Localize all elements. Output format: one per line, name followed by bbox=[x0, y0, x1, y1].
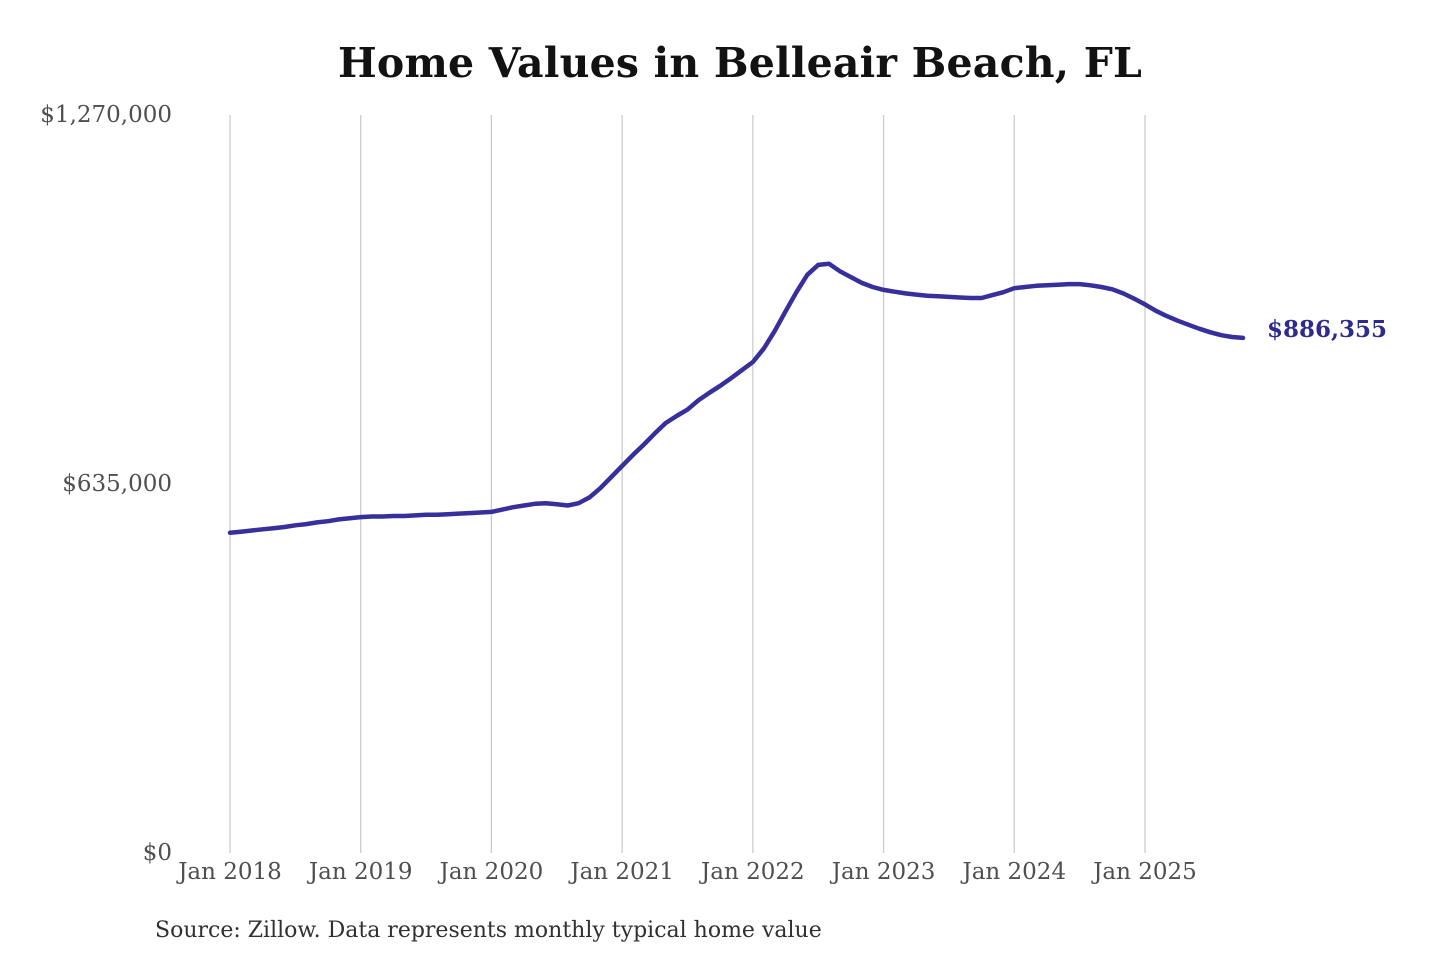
y-axis-tick-label: $635,000 bbox=[62, 471, 172, 497]
x-axis-tick-label: Jan 2020 bbox=[439, 859, 544, 885]
gridlines bbox=[229, 115, 1146, 853]
y-axis-tick-label: $0 bbox=[142, 840, 172, 866]
x-axis-tick-label: Jan 2024 bbox=[962, 859, 1067, 885]
home-value-line bbox=[227, 261, 1246, 536]
y-axis-tick-label: $1,270,000 bbox=[40, 102, 172, 128]
x-axis-tick-label: Jan 2022 bbox=[701, 859, 805, 885]
x-axis-tick-label: Jan 2025 bbox=[1093, 859, 1197, 885]
latest-value-label: $886,355 bbox=[1267, 315, 1388, 343]
x-axis-tick-label: Jan 2023 bbox=[831, 859, 936, 885]
source-note: Source: Zillow. Data represents monthly … bbox=[155, 918, 822, 943]
x-axis-tick-label: Jan 2018 bbox=[178, 859, 282, 885]
x-axis-tick-label: Jan 2021 bbox=[570, 859, 674, 885]
x-axis-tick-label: Jan 2019 bbox=[308, 859, 413, 885]
chart-title: Home Values in Belleair Beach, FL bbox=[337, 39, 1143, 87]
